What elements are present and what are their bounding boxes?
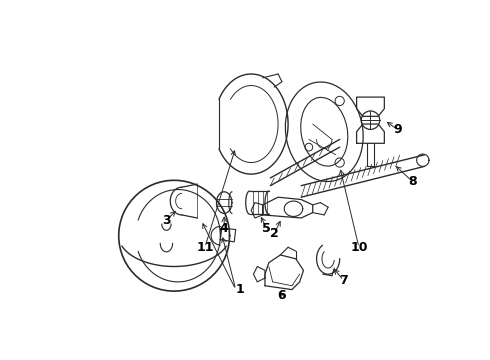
Text: 1: 1 (235, 283, 244, 296)
Text: 11: 11 (196, 241, 214, 254)
Text: 5: 5 (262, 221, 271, 234)
Text: 10: 10 (350, 241, 368, 254)
Text: 9: 9 (393, 123, 402, 136)
Text: 8: 8 (409, 175, 417, 188)
Text: 2: 2 (270, 227, 279, 240)
Text: 4: 4 (220, 221, 228, 234)
Text: 3: 3 (162, 214, 171, 227)
Text: 7: 7 (339, 274, 348, 287)
Text: 6: 6 (278, 289, 286, 302)
